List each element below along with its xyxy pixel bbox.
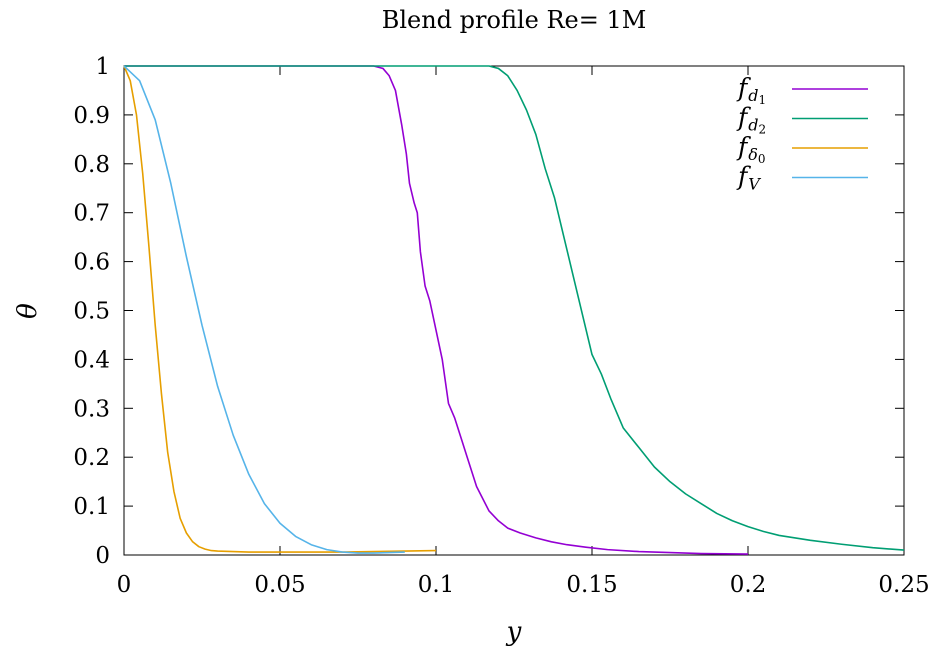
y-tick-label: 0.6	[73, 250, 110, 276]
x-axis-label: y	[506, 617, 522, 647]
y-tick-label: 1	[95, 54, 110, 80]
series-group	[123, 65, 905, 555]
legend-entry-0: fd1	[736, 73, 868, 107]
legend-entry-3: fV	[736, 162, 868, 194]
legend-label-2: fδ0	[736, 132, 766, 166]
series-line-1	[124, 65, 905, 551]
legend-label-0: fd1	[736, 73, 766, 107]
y-tick-label: 0.2	[73, 445, 110, 471]
y-tick-label: 0	[95, 543, 110, 569]
series-line-2	[123, 65, 437, 553]
x-tick-label: 0.1	[418, 572, 455, 598]
x-tick-label: 0.15	[566, 572, 617, 598]
legend-label-1: fd2	[736, 103, 766, 137]
y-tick-label: 0.1	[73, 494, 110, 520]
y-tick-label: 0.5	[73, 299, 110, 325]
y-axis-label: θ	[13, 303, 43, 319]
x-tick-label: 0.2	[730, 572, 767, 598]
y-tick-label: 0.7	[73, 201, 110, 227]
y-tick-label: 0.9	[73, 103, 110, 129]
y-tick-label: 0.3	[73, 396, 110, 422]
y-tick-label: 0.8	[73, 152, 110, 178]
x-tick-label: 0.25	[878, 572, 929, 598]
x-tick-label: 0.05	[254, 572, 305, 598]
series-line-3	[123, 65, 405, 554]
chart-title: Blend profile Re= 1M	[382, 6, 647, 34]
axis-ticks: 0 0.05 0.1 0.15 0.2 0.25 0 0.1 0.2 0.3 0.4 0.5 0.6 0.…	[73, 54, 929, 598]
y-tick-label: 0.4	[73, 347, 110, 373]
x-tick-label: 0	[117, 572, 132, 598]
plot-frame	[123, 65, 905, 556]
series-line-0	[124, 65, 749, 555]
legend-label-3: fV	[736, 162, 761, 194]
legend-entry-2: fδ0	[736, 132, 868, 166]
legend-entry-1: fd2	[736, 103, 868, 137]
